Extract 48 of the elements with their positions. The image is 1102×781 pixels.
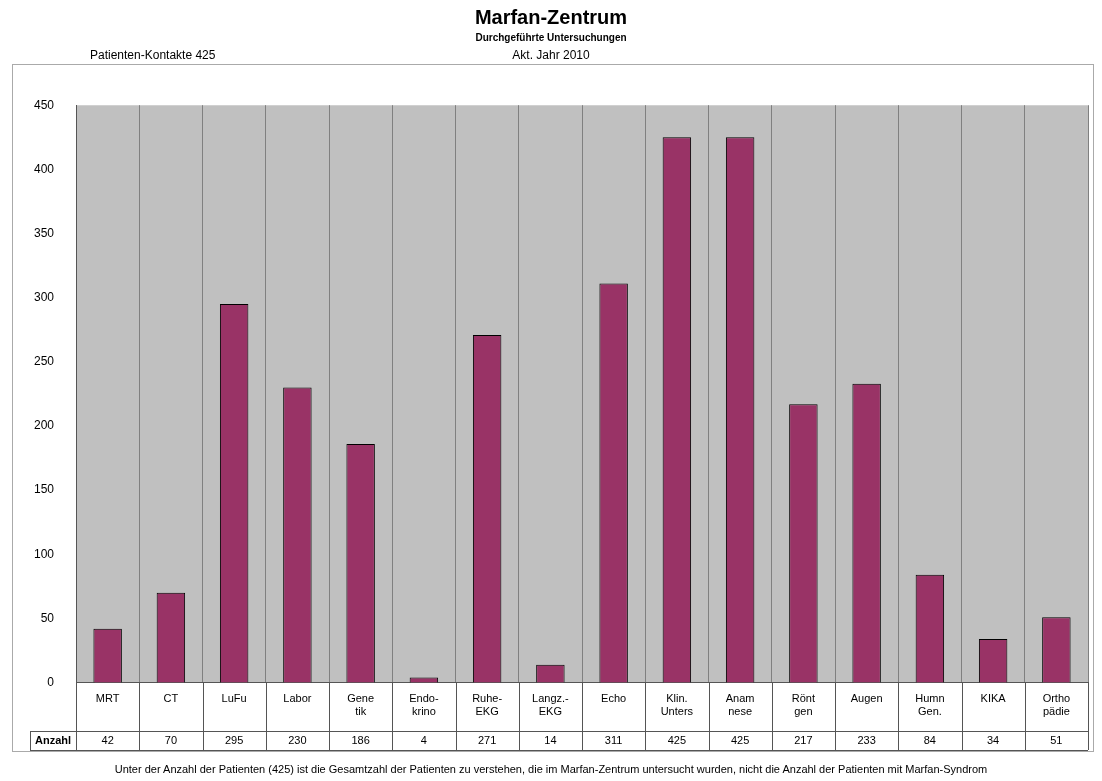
y-tick-label: 450 <box>33 97 55 112</box>
data-label: 233 <box>857 733 876 746</box>
chart-subtitle: Durchgeführte Untersuchungen <box>474 32 628 43</box>
data-label: 14 <box>544 733 557 746</box>
text: Unter der Anzahl der Patienten (425) ist die Gesamtzahl der Patienten zu verstehen, die im Marfan-Zentrum untersucht wurden, nicht die Anzahl der Patienten mit Marfan-Syndrom <box>113 763 989 775</box>
x-tick-label: Ortho pädie <box>1042 692 1071 718</box>
data-label: 271 <box>477 733 497 746</box>
x-tick-label: Echo <box>601 692 627 705</box>
text: Anzahl <box>34 733 72 746</box>
data-label: 425 <box>667 733 687 746</box>
data-label: 84 <box>923 733 936 746</box>
x-tick-label: CT <box>163 692 179 705</box>
data-label: 230 <box>288 733 307 746</box>
data-label: 4 <box>420 733 427 746</box>
y-tick-label: 200 <box>33 418 55 433</box>
text: Akt. Jahr 2010 <box>512 48 590 62</box>
x-tick-label: Augen <box>850 692 883 705</box>
x-tick-label: Labor <box>283 692 312 705</box>
y-tick-label: 100 <box>33 546 55 561</box>
data-label: 42 <box>101 733 114 746</box>
data-label: 425 <box>730 733 750 746</box>
text: Patienten-Kontakte 425 <box>90 48 216 62</box>
y-tick-label: 0 <box>47 674 55 689</box>
y-tick-label: 400 <box>33 161 55 176</box>
data-label: 70 <box>164 733 178 746</box>
x-tick-label: Langz.- EKG <box>532 692 570 718</box>
x-tick-label: Klin. Unters <box>660 692 694 718</box>
data-label: 295 <box>224 733 244 746</box>
data-label: 34 <box>987 733 1000 746</box>
y-tick-label: 250 <box>33 354 55 369</box>
data-label: 51 <box>1050 733 1063 746</box>
x-tick-label: Gene tik <box>347 692 375 718</box>
data-label: 311 <box>604 733 623 746</box>
y-tick-label: 50 <box>40 610 55 625</box>
x-tick-label: Humn Gen. <box>915 692 945 718</box>
y-tick-label: 150 <box>33 482 55 497</box>
data-label: 186 <box>351 733 370 746</box>
data-label: 217 <box>794 733 813 746</box>
x-tick-label: Ruhe- EKG <box>472 692 503 718</box>
x-tick-label: LuFu <box>221 692 247 705</box>
x-tick-label: KIKA <box>980 692 1007 705</box>
x-tick-label: MRT <box>95 692 120 705</box>
y-tick-label: 350 <box>33 225 55 240</box>
x-tick-label: Anam nese <box>725 692 755 718</box>
x-tick-label: Endo- krino <box>409 692 439 718</box>
x-tick-label: Rönt gen <box>791 692 816 718</box>
y-tick-label: 300 <box>33 289 55 304</box>
chart-title: Marfan-Zentrum <box>473 6 629 29</box>
